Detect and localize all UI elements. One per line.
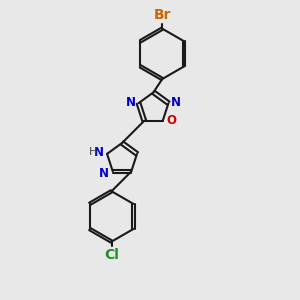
- Text: Br: Br: [154, 8, 171, 22]
- Text: O: O: [166, 114, 176, 127]
- Text: N: N: [171, 96, 181, 109]
- Text: H: H: [89, 147, 97, 157]
- Text: N: N: [126, 96, 136, 109]
- Text: N: N: [94, 146, 103, 159]
- Text: Cl: Cl: [104, 248, 119, 262]
- Text: N: N: [99, 167, 109, 180]
